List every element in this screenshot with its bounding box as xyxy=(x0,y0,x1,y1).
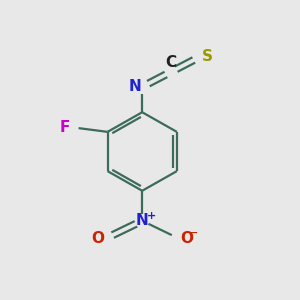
Text: F: F xyxy=(59,120,70,135)
Text: S: S xyxy=(202,49,213,64)
Text: O: O xyxy=(92,231,104,246)
Text: −: − xyxy=(189,228,198,238)
Text: C: C xyxy=(166,56,177,70)
Text: N: N xyxy=(128,79,141,94)
Text: +: + xyxy=(147,211,156,221)
Text: O: O xyxy=(180,231,193,246)
Text: N: N xyxy=(136,213,148,228)
